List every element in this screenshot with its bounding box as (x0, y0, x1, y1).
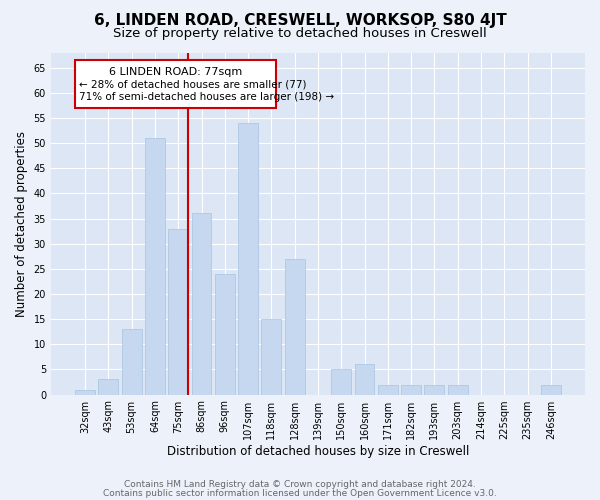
Text: 71% of semi-detached houses are larger (198) →: 71% of semi-detached houses are larger (… (79, 92, 334, 102)
Y-axis label: Number of detached properties: Number of detached properties (15, 130, 28, 316)
Bar (355, 364, 374, 394)
Bar (424, 384, 444, 394)
Bar (541, 384, 561, 394)
Text: Contains HM Land Registry data © Crown copyright and database right 2024.: Contains HM Land Registry data © Crown c… (124, 480, 476, 489)
Bar (448, 384, 467, 394)
Bar (238, 123, 258, 394)
Text: Contains public sector information licensed under the Open Government Licence v3: Contains public sector information licen… (103, 488, 497, 498)
Bar (285, 259, 305, 394)
Bar (401, 384, 421, 394)
Text: ← 28% of detached houses are smaller (77): ← 28% of detached houses are smaller (77… (79, 79, 307, 89)
Bar (262, 319, 281, 394)
Text: 6, LINDEN ROAD, CRESWELL, WORKSOP, S80 4JT: 6, LINDEN ROAD, CRESWELL, WORKSOP, S80 4… (94, 12, 506, 28)
Bar (331, 370, 351, 394)
Bar (169, 228, 188, 394)
Text: Size of property relative to detached houses in Creswell: Size of property relative to detached ho… (113, 28, 487, 40)
Bar (122, 329, 142, 394)
Bar (75, 390, 95, 394)
Bar (98, 380, 118, 394)
Bar (145, 138, 165, 394)
Bar (191, 214, 211, 394)
Text: 6 LINDEN ROAD: 77sqm: 6 LINDEN ROAD: 77sqm (109, 66, 242, 76)
X-axis label: Distribution of detached houses by size in Creswell: Distribution of detached houses by size … (167, 444, 469, 458)
Bar (215, 274, 235, 394)
FancyBboxPatch shape (74, 60, 276, 108)
Bar (378, 384, 398, 394)
